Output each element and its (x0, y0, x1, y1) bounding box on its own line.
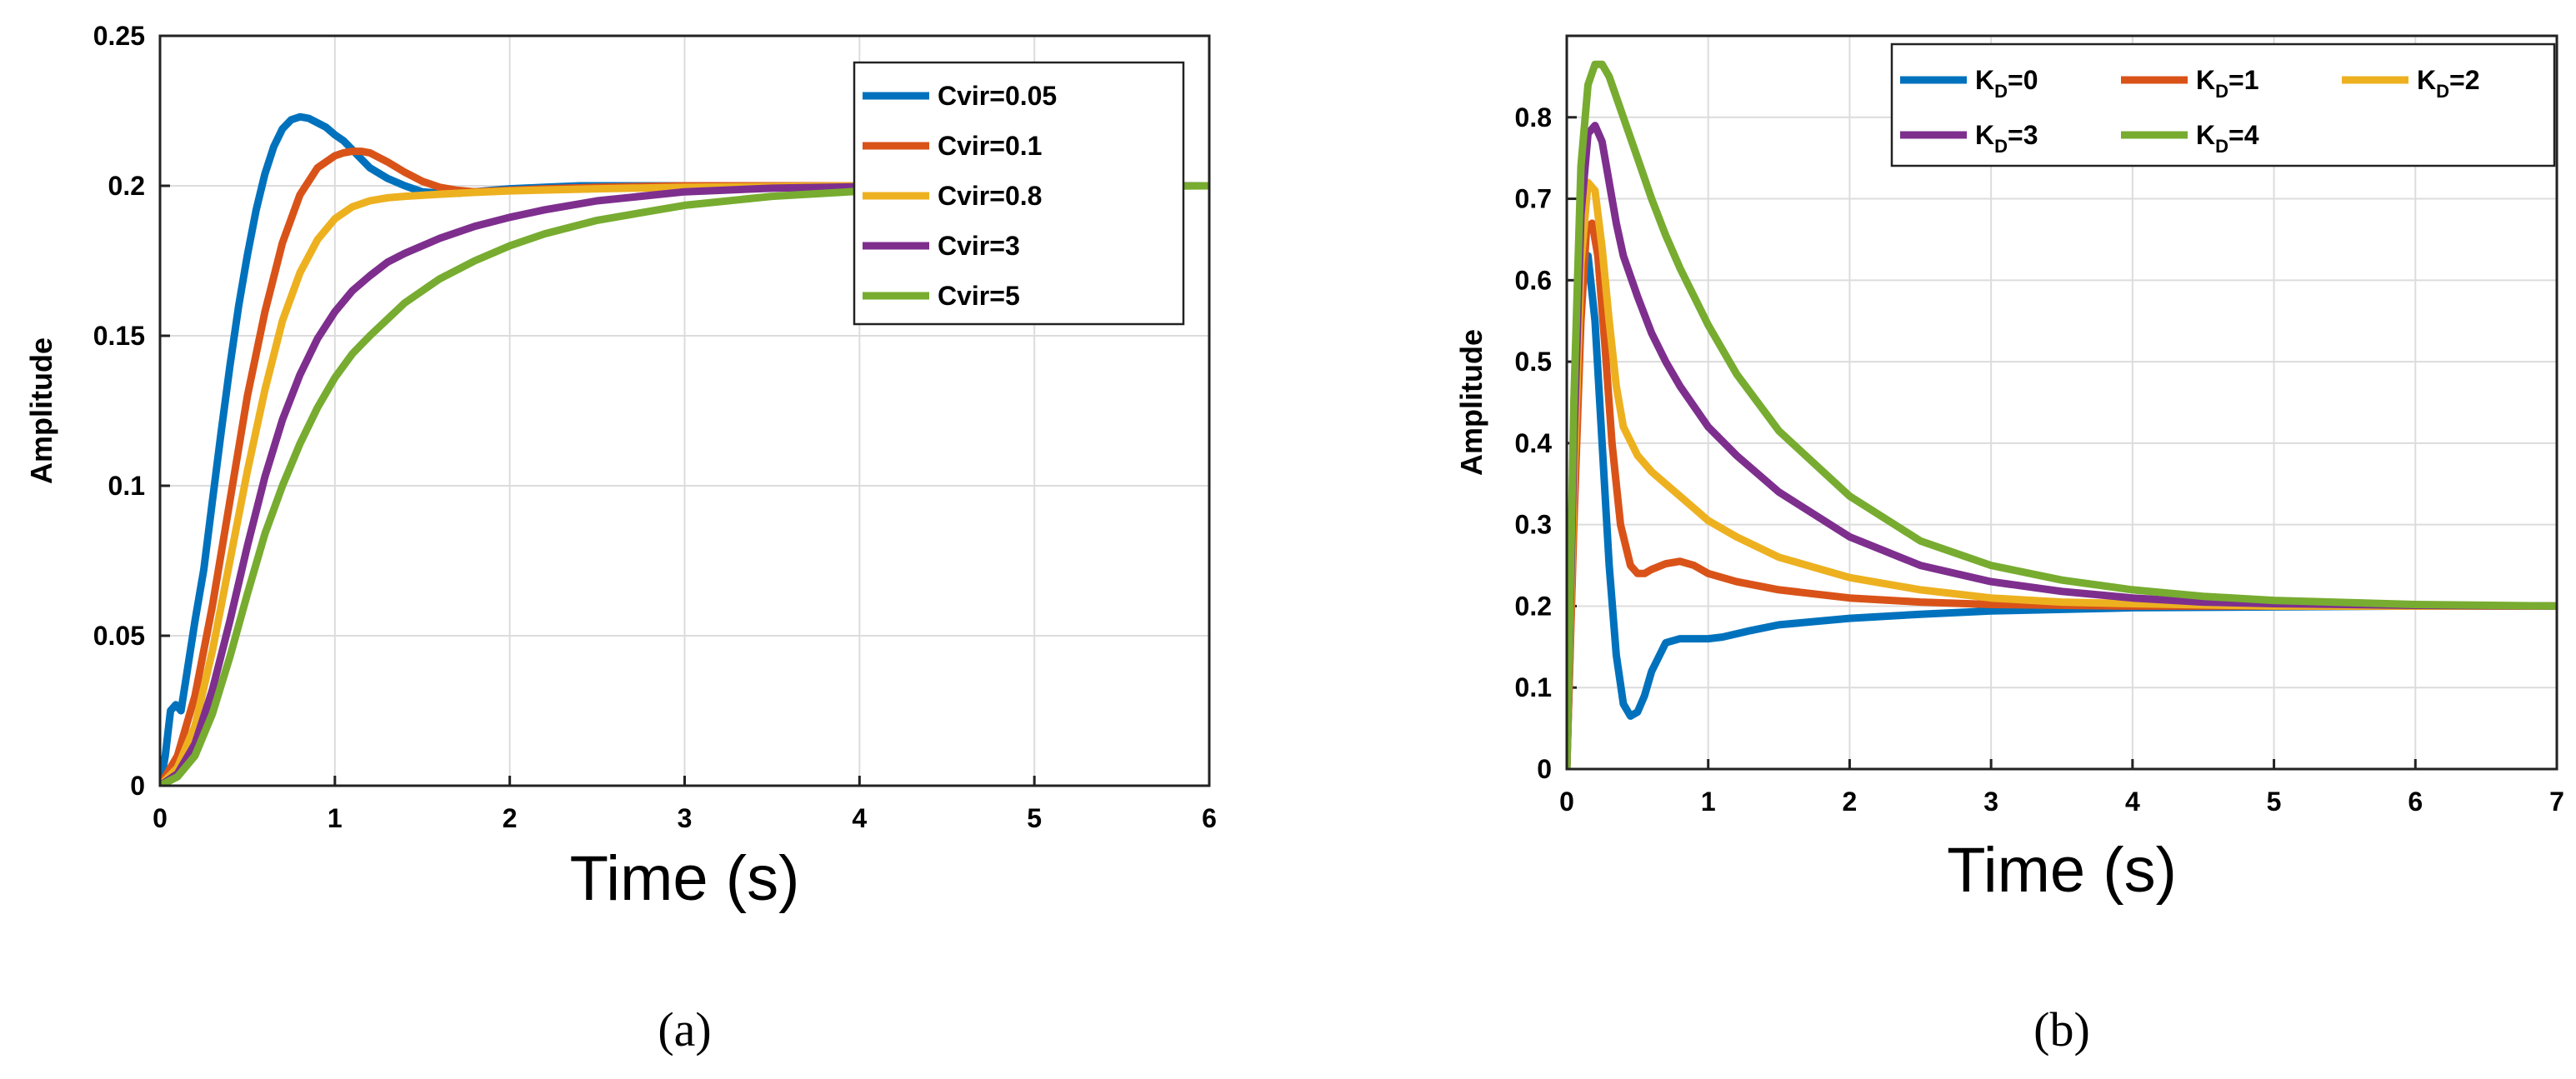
y-tick-label: 0.7 (1515, 184, 1552, 214)
legend-item: KD=4 (2121, 120, 2259, 157)
x-axis-label: Time (s) (570, 843, 800, 914)
x-axis-label: Time (s) (1947, 835, 2177, 906)
legend-item: KD=1 (2121, 65, 2258, 102)
legend: Cvir=0.05 Cvir=0.1 Cvir=0.8 Cvir=3 Cvir=5 (853, 61, 1185, 326)
x-tick-label: 2 (503, 803, 518, 833)
legend-label: KD=4 (2196, 120, 2259, 157)
legend-label: KD=3 (1975, 120, 2038, 157)
x-tick-label: 0 (1559, 787, 1574, 817)
series-line-kd-0 (1567, 252, 2557, 769)
x-tick-label: 1 (328, 803, 343, 833)
legend-label: Cvir=0.1 (938, 131, 1042, 161)
x-tick-label: 4 (2125, 787, 2140, 817)
x-tick-label: 4 (852, 803, 867, 833)
legend-label: Cvir=3 (938, 231, 1020, 261)
y-tick-label: 0.2 (1515, 591, 1552, 621)
legend-label: Cvir=0.05 (938, 81, 1057, 111)
legend-label: KD=1 (2196, 65, 2258, 102)
legend-item: Cvir=5 (863, 281, 1020, 311)
chart-a: 0 1 2 3 4 5 6 0 0.05 0.1 0.15 0.2 0.25 Amplitude Time … (24, 21, 1217, 1057)
y-tick-label: 0.3 (1515, 510, 1552, 540)
x-tick-label: 0 (153, 803, 168, 833)
y-tick-label: 0.5 (1515, 347, 1552, 377)
x-tick-label: 1 (1701, 787, 1716, 817)
x-tick-label: 6 (1202, 803, 1217, 833)
legend-item: Cvir=0.8 (863, 181, 1042, 211)
x-tick-label: 5 (1027, 803, 1042, 833)
series-line-kd-1 (1567, 219, 2557, 769)
y-tick-label: 0.05 (93, 621, 145, 651)
figure-caption: (b) (2033, 1002, 2090, 1057)
legend-label: Cvir=0.8 (938, 181, 1042, 211)
legend-item: Cvir=0.1 (863, 131, 1042, 161)
series-line-cvir-0-8 (160, 182, 1209, 786)
legend-item: Cvir=0.05 (863, 81, 1057, 111)
x-tick-label: 3 (678, 803, 693, 833)
y-tick-label: 0.1 (108, 471, 145, 501)
axes-frame (1565, 34, 2558, 771)
y-tick-label: 0.25 (93, 21, 145, 51)
y-axis-label: Amplitude (24, 337, 58, 484)
series-line-kd-4 (1567, 60, 2557, 769)
y-axis-label: Amplitude (1454, 329, 1488, 476)
series-line-cvir-3 (160, 182, 1209, 786)
series-line-cvir-5 (160, 182, 1209, 786)
series-line-kd-2 (1567, 178, 2557, 769)
legend-label: KD=0 (1975, 65, 2038, 102)
y-tick-label: 0.8 (1515, 102, 1552, 132)
series-group (160, 112, 1209, 786)
legend-label: KD=2 (2417, 65, 2479, 102)
legend: KD=0 KD=1 KD=2 KD=3 KD=4 (1890, 42, 2556, 167)
y-tick-label: 0 (1537, 754, 1552, 784)
y-tick-label: 0.6 (1515, 265, 1552, 295)
legend-item: KD=3 (1900, 120, 2038, 157)
x-tick-label: 3 (1983, 787, 1998, 817)
x-tick-label: 7 (2549, 787, 2564, 817)
legend-item: Cvir=3 (863, 231, 1020, 261)
legend-item: KD=2 (2342, 65, 2479, 102)
legend-label: Cvir=5 (938, 281, 1020, 311)
figure-caption: (a) (658, 1002, 711, 1057)
y-tick-label: 0.15 (93, 321, 145, 351)
series-group (1567, 60, 2557, 769)
legend-box (1890, 42, 2556, 167)
x-tick-label: 2 (1843, 787, 1858, 817)
x-tick-label: 5 (2267, 787, 2282, 817)
axes-frame (158, 34, 1211, 787)
y-tick-label: 0.1 (1515, 672, 1552, 702)
legend-item: KD=0 (1900, 65, 2038, 102)
x-tick-label: 6 (2408, 787, 2423, 817)
y-tick-label: 0.2 (108, 171, 145, 201)
chart-b: 0 1 2 3 4 5 6 7 0 0.1 0.2 0.3 0.4 0.5 0.6 0.7 0.8 Amplitu… (1454, 34, 2564, 1057)
y-tick-label: 0 (130, 771, 145, 801)
series-line-kd-3 (1567, 122, 2557, 769)
y-tick-label: 0.4 (1515, 428, 1553, 458)
